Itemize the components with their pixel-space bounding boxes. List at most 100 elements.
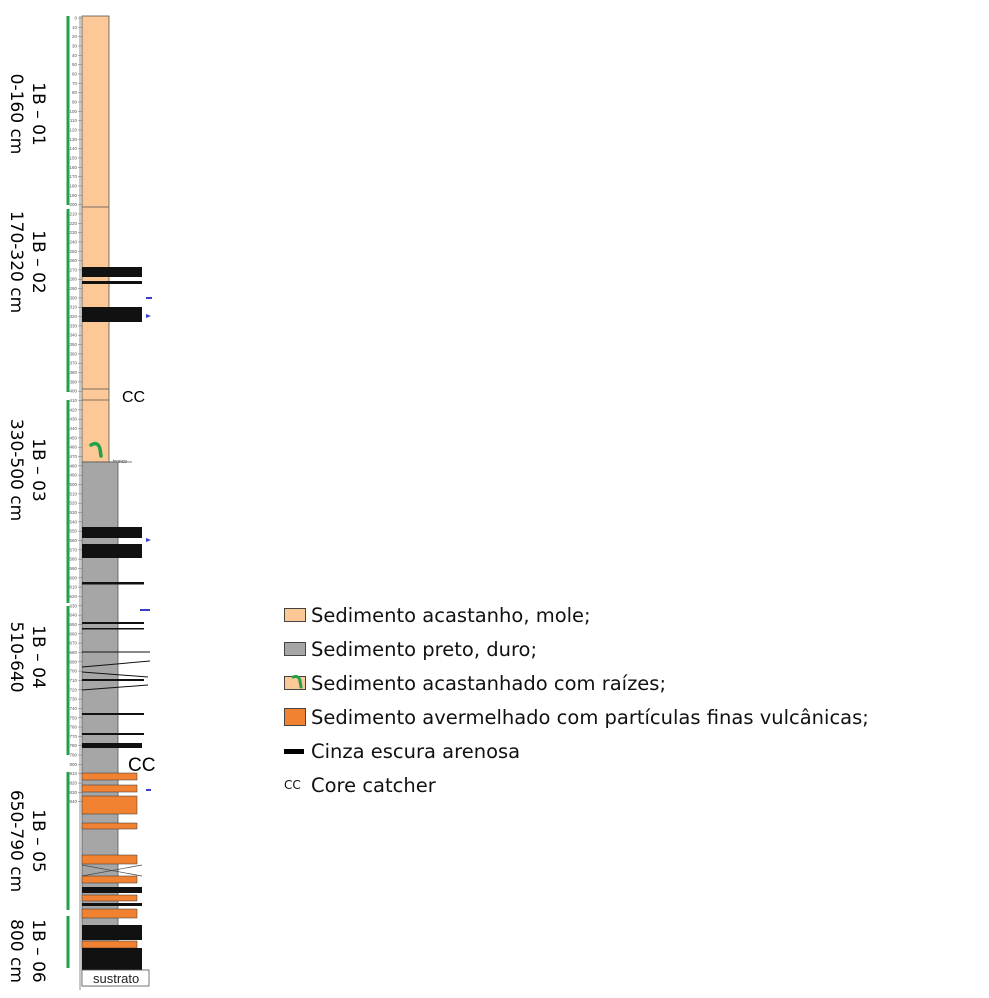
depth-tick-label: 690 <box>69 659 77 664</box>
section-label-6-range: 800 cm <box>6 919 26 983</box>
section-label-5-name: 1B – 05 <box>28 809 48 872</box>
cc-label-lower: CC <box>128 755 155 776</box>
depth-tick-label: 410 <box>69 398 77 403</box>
dark-sand-slant <box>81 660 151 668</box>
dark-sand-slant <box>81 671 149 678</box>
depth-tick-label: 260 <box>69 258 77 263</box>
depth-tick-label: 660 <box>69 631 77 636</box>
dark-sand-layer <box>82 544 142 558</box>
section-label-2-name: 1B – 02 <box>28 230 48 293</box>
legend-label: Sedimento preto, duro; <box>311 637 538 661</box>
legend-label: Core catcher <box>311 773 436 797</box>
depth-tick-label: 370 <box>69 361 77 366</box>
dark-sand-layer <box>82 281 142 284</box>
depth-tick-label: 480 <box>69 463 77 468</box>
depth-tick-label: 20 <box>72 34 78 39</box>
section-label-4-range: 510-640 <box>6 621 26 692</box>
depth-tick-label: 720 <box>69 687 77 692</box>
roots-icon <box>291 675 303 689</box>
tronco-label: tronco <box>113 459 127 465</box>
depth-tick-label: 840 <box>69 799 77 804</box>
depth-tick-label: 650 <box>69 622 77 627</box>
core-upper-soft-brown <box>81 15 110 463</box>
red-volcanic-layer <box>81 908 138 919</box>
depth-tick-label: 80 <box>72 90 78 95</box>
red-volcanic-layer <box>81 854 138 865</box>
depth-tick-label: 780 <box>69 743 77 748</box>
legend-swatch-red-volcanic <box>284 708 306 726</box>
red-volcanic-layer <box>81 940 138 949</box>
depth-tick-label: 490 <box>69 473 77 478</box>
sustrato-label: sustrato <box>93 971 139 986</box>
red-volcanic-layer <box>81 822 138 830</box>
blue-mark <box>146 297 152 299</box>
depth-tick-label: 460 <box>69 445 77 450</box>
depth-tick-label: 680 <box>69 650 77 655</box>
depth-tick-label: 130 <box>69 137 77 142</box>
dark-sand-layer <box>82 267 142 277</box>
depth-tick-label: 430 <box>69 417 77 422</box>
depth-tick-label: 300 <box>69 295 77 300</box>
red-volcanic-layer <box>81 875 138 884</box>
cross-mark <box>81 864 143 877</box>
depth-tick-label: 90 <box>72 99 78 104</box>
depth-tick-label: 10 <box>72 25 78 30</box>
depth-tick-label: 120 <box>69 127 77 132</box>
depth-tick-label: 140 <box>69 146 77 151</box>
legend-label: Sedimento acastanho, mole; <box>311 603 591 627</box>
blue-mark <box>140 609 150 611</box>
depth-tick-label: 420 <box>69 407 77 412</box>
depth-tick-label: 510 <box>69 491 77 496</box>
depth-tick-label: 30 <box>72 43 78 48</box>
depth-tick-label: 730 <box>69 697 77 702</box>
depth-tick-label: 620 <box>69 594 77 599</box>
legend-swatch-black-hard <box>284 642 306 656</box>
roots-symbol <box>89 441 103 458</box>
core-lower-black-hard <box>81 461 119 987</box>
depth-tick-label: 450 <box>69 435 77 440</box>
depth-tick-label: 590 <box>69 566 77 571</box>
section-label-4-name: 1B – 04 <box>28 625 48 688</box>
depth-tick-label: 670 <box>69 641 77 646</box>
red-volcanic-layer <box>81 795 138 815</box>
section-label-2-range: 170-320 cm <box>6 211 26 313</box>
dark-sand-layer <box>82 948 142 970</box>
depth-tick-label: 550 <box>69 529 77 534</box>
section-label-1-name: 1B – 01 <box>28 82 48 145</box>
dark-sand-layer <box>82 582 144 585</box>
legend-swatch-roots <box>284 675 306 690</box>
dark-sand-slant <box>81 684 149 691</box>
depth-tick-label: 760 <box>69 725 77 730</box>
section-label-1-range: 0-160 cm <box>6 74 26 155</box>
depth-tick-label: 540 <box>69 519 77 524</box>
depth-tick-label: 0 <box>74 16 77 21</box>
depth-tick-label: 100 <box>69 109 77 114</box>
depth-tick-label: 70 <box>72 81 78 86</box>
dark-sand-layer <box>82 679 144 681</box>
depth-tick-label: 570 <box>69 547 77 552</box>
depth-tick-label: 360 <box>69 351 77 356</box>
depth-tick-label: 270 <box>69 267 77 272</box>
depth-tick-label: 830 <box>69 790 77 795</box>
depth-ticks: 0 10 20 30 40 50 60 70 80 90 100 110 120 130 140 150 160… <box>69 16 82 804</box>
depth-tick-label: 640 <box>69 613 77 618</box>
depth-tick-label: 750 <box>69 715 77 720</box>
legend-item-roots: Sedimento acastanhado com raízes; <box>284 668 666 698</box>
depth-tick-label: 560 <box>69 538 77 543</box>
depth-tick-label: 170 <box>69 174 77 179</box>
legend-swatch-dark-sand <box>284 748 304 754</box>
depth-tick-label: 610 <box>69 585 77 590</box>
depth-tick-label: 220 <box>69 221 77 226</box>
dark-sand-layer <box>82 713 144 715</box>
dark-sand-layer <box>82 743 142 748</box>
depth-tick-label: 320 <box>69 314 77 319</box>
depth-tick-label: 700 <box>69 669 77 674</box>
dark-sand-layer <box>82 628 144 630</box>
cc-label-upper: CC <box>122 389 145 406</box>
legend-label: Sedimento avermelhado com partículas fin… <box>311 705 869 729</box>
depth-tick-label: 250 <box>69 249 77 254</box>
depth-tick-label: 230 <box>69 230 77 235</box>
red-volcanic-layer <box>81 784 138 793</box>
depth-tick-label: 380 <box>69 370 77 375</box>
legend-item-black-hard: Sedimento preto, duro; <box>284 634 537 664</box>
